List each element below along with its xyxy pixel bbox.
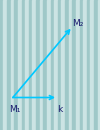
Bar bbox=[54, 0, 58, 130]
Bar bbox=[43, 0, 47, 130]
Bar bbox=[98, 0, 100, 130]
Bar bbox=[76, 0, 80, 130]
Bar bbox=[7, 0, 11, 130]
Bar bbox=[58, 0, 62, 130]
Bar bbox=[11, 0, 14, 130]
Text: M₂: M₂ bbox=[72, 19, 84, 28]
Bar bbox=[94, 0, 98, 130]
Bar bbox=[40, 0, 43, 130]
Text: k: k bbox=[57, 105, 62, 114]
Bar bbox=[29, 0, 32, 130]
Bar bbox=[65, 0, 69, 130]
Bar bbox=[90, 0, 94, 130]
Bar bbox=[80, 0, 83, 130]
Bar bbox=[14, 0, 18, 130]
Bar bbox=[25, 0, 29, 130]
Bar bbox=[22, 0, 25, 130]
Bar bbox=[0, 0, 3, 130]
Bar bbox=[3, 0, 7, 130]
Bar bbox=[72, 0, 76, 130]
Bar bbox=[62, 0, 65, 130]
Bar bbox=[18, 0, 22, 130]
Text: M₁: M₁ bbox=[9, 105, 21, 114]
Bar bbox=[69, 0, 72, 130]
Bar bbox=[47, 0, 51, 130]
Bar bbox=[87, 0, 91, 130]
Bar bbox=[36, 0, 40, 130]
Bar bbox=[32, 0, 36, 130]
Bar bbox=[51, 0, 54, 130]
Bar bbox=[83, 0, 87, 130]
